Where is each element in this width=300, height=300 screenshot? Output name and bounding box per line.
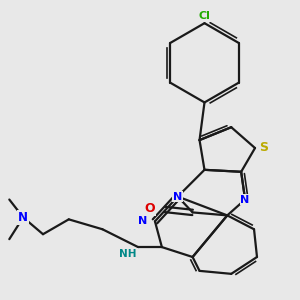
Text: O: O xyxy=(145,202,155,215)
Text: Cl: Cl xyxy=(199,11,210,21)
Text: N: N xyxy=(138,216,148,226)
Text: NH: NH xyxy=(119,249,137,259)
Text: S: S xyxy=(260,140,268,154)
Text: N: N xyxy=(173,192,182,202)
Text: N: N xyxy=(241,194,250,205)
Text: N: N xyxy=(18,211,28,224)
